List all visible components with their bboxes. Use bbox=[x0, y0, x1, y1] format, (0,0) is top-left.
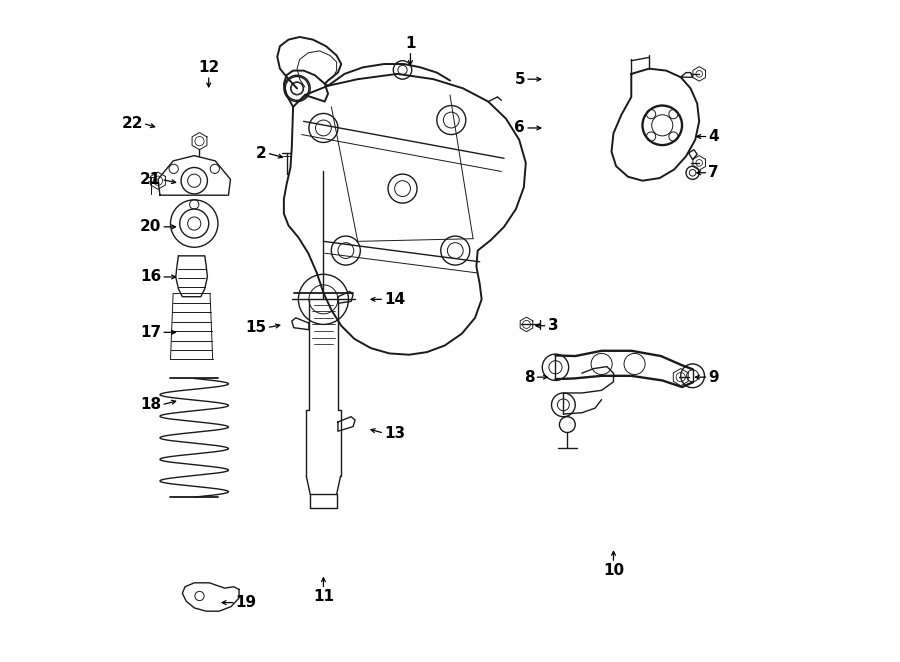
Text: 19: 19 bbox=[236, 595, 256, 610]
Text: 13: 13 bbox=[384, 426, 405, 441]
Text: 16: 16 bbox=[140, 269, 161, 285]
Text: 18: 18 bbox=[140, 397, 161, 412]
Text: 20: 20 bbox=[140, 219, 161, 234]
Text: 14: 14 bbox=[384, 292, 405, 307]
Text: 6: 6 bbox=[515, 120, 526, 136]
Text: 4: 4 bbox=[708, 129, 719, 144]
Text: 9: 9 bbox=[708, 369, 719, 385]
Text: 11: 11 bbox=[313, 589, 334, 604]
Text: 10: 10 bbox=[603, 563, 624, 578]
Text: 8: 8 bbox=[524, 369, 535, 385]
Text: 3: 3 bbox=[547, 318, 558, 333]
Text: 21: 21 bbox=[140, 172, 161, 187]
Text: 7: 7 bbox=[708, 166, 719, 180]
Text: 17: 17 bbox=[140, 325, 161, 340]
Text: 22: 22 bbox=[122, 116, 143, 131]
Text: 12: 12 bbox=[198, 60, 220, 75]
Text: 5: 5 bbox=[515, 71, 526, 87]
Text: 1: 1 bbox=[405, 36, 416, 51]
Text: 2: 2 bbox=[256, 146, 266, 160]
Text: 15: 15 bbox=[246, 320, 266, 335]
